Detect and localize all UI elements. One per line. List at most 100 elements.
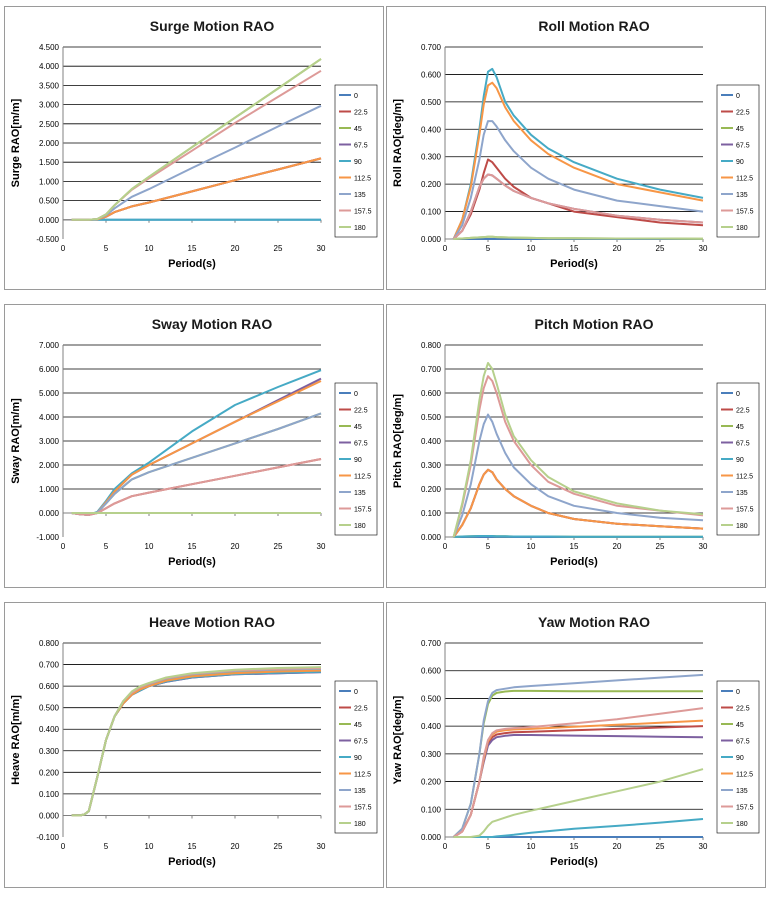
series-line-112.5	[452, 81, 704, 240]
legend-entry: 180	[736, 821, 748, 828]
y-tick-label: -0.100	[36, 833, 59, 842]
legend-entry: 135	[736, 788, 748, 795]
legend-entry: 0	[736, 689, 740, 696]
y-axis-label: Sway RAO[m/m]	[10, 398, 22, 484]
x-tick-label: 10	[145, 842, 154, 851]
series-line-112.5	[71, 380, 322, 516]
legend-entry: 135	[736, 490, 748, 497]
legend-entry: 45	[736, 424, 744, 431]
y-tick-label: 0.800	[421, 341, 442, 350]
x-tick-label: 10	[145, 542, 154, 551]
x-tick-label: 5	[486, 542, 491, 551]
legend-entry: 0	[736, 391, 740, 398]
x-tick-label: 5	[104, 542, 109, 551]
y-tick-label: 1.000	[39, 485, 60, 494]
y-tick-label: 0.700	[39, 661, 60, 670]
y-tick-label: 0.800	[39, 639, 60, 648]
y-tick-label: 0.200	[421, 180, 442, 189]
y-tick-label: 4.000	[39, 62, 60, 71]
y-axis-label: Pitch RAO[deg/m]	[392, 394, 404, 488]
y-tick-label: 0.000	[39, 509, 60, 518]
legend-entry: 0	[354, 391, 358, 398]
heave-chart: Heave Motion RAO -0.100 0.000 0.100 0.200 0.3…	[10, 614, 378, 868]
legend-entry: 67.5	[354, 739, 368, 746]
x-axis-label: Period(s)	[168, 556, 216, 568]
y-tick-label: 0.300	[39, 747, 60, 756]
y-tick-label: 0.500	[421, 694, 442, 703]
legend-entry: 90	[736, 755, 744, 762]
legend-entry: 157.5	[736, 507, 754, 514]
x-tick-label: 30	[699, 542, 708, 551]
x-axis-label: Period(s)	[550, 856, 598, 868]
legend-entry: 157.5	[736, 805, 754, 812]
series-line-157.5	[453, 707, 704, 838]
y-tick-label: 0.000	[39, 216, 60, 225]
legend-entry: 22.5	[354, 408, 368, 415]
x-tick-label: 30	[317, 542, 326, 551]
yaw-chart-panel: Yaw Motion RAO 0.000 0.100 0.200 0.300 0.400 0…	[386, 602, 766, 888]
y-tick-label: 0.200	[421, 778, 442, 787]
legend-entry: 90	[736, 457, 744, 464]
series-line-45	[71, 58, 322, 221]
series-line-135	[71, 667, 322, 817]
y-tick-label: 0.600	[39, 682, 60, 691]
y-tick-label: 0.000	[39, 811, 60, 820]
y-tick-label: 2.500	[39, 120, 60, 129]
roll-chart-panel: Roll Motion RAO 0.000 0.100 0.200 0.300 0.400…	[386, 6, 766, 290]
x-tick-label: 30	[317, 842, 326, 851]
x-tick-label: 20	[613, 542, 622, 551]
x-tick-label: 15	[570, 842, 579, 851]
legend-entry: 112.5	[736, 772, 753, 779]
y-tick-label: 0.500	[39, 704, 60, 713]
pitch-chart: Pitch Motion RAO 0.000 0.100 0.200 0.300 0.40…	[392, 316, 760, 568]
legend-entry: 45	[736, 126, 744, 133]
legend-entry: 90	[354, 457, 362, 464]
series-line-135	[452, 673, 704, 838]
y-tick-label: 0.400	[421, 437, 442, 446]
series-line-157.5	[71, 667, 322, 817]
legend-entry: 22.5	[354, 110, 368, 117]
legend-entry: 22.5	[736, 110, 750, 117]
x-tick-label: 5	[104, 244, 109, 253]
y-tick-label: 0.400	[421, 722, 442, 731]
x-tick-label: 25	[274, 244, 283, 253]
legend-entry: 157.5	[354, 805, 372, 812]
y-tick-label: 5.000	[39, 389, 60, 398]
legend-entry: 67.5	[736, 739, 750, 746]
x-tick-label: 30	[317, 244, 326, 253]
y-tick-label: 0.200	[421, 485, 442, 494]
y-axis-label: Heave RAO[m/m]	[10, 695, 22, 785]
legend-entry: 67.5	[354, 143, 368, 150]
y-axis-label: Surge RAO[m/m]	[10, 98, 22, 187]
surge-chart: Surge Motion RAO -0.500 0.000 0.500 1.000 1.5…	[10, 18, 378, 270]
x-tick-label: 25	[656, 842, 665, 851]
legend-entry: 157.5	[354, 209, 372, 216]
legend-entry: 0	[354, 689, 358, 696]
x-tick-label: 10	[527, 542, 536, 551]
y-tick-label: 3.000	[39, 437, 60, 446]
series-line-180	[452, 362, 704, 538]
y-tick-label: 0.200	[39, 768, 60, 777]
x-tick-label: 25	[656, 542, 665, 551]
legend-entry: 135	[354, 788, 366, 795]
sway-chart: Sway Motion RAO -1.000 0.000 1.000 2.000 3.00…	[10, 316, 378, 568]
x-tick-label: 0	[61, 244, 66, 253]
roll-chart: Roll Motion RAO 0.000 0.100 0.200 0.300 0.400…	[392, 18, 760, 270]
y-tick-label: 0.000	[421, 833, 442, 842]
series-line-135	[71, 104, 322, 221]
legend-entry: 180	[354, 225, 366, 232]
y-tick-label: 0.500	[421, 413, 442, 422]
x-tick-label: 0	[443, 244, 448, 253]
y-tick-label: 0.600	[421, 389, 442, 398]
x-axis-label: Period(s)	[168, 258, 216, 270]
x-tick-label: 25	[656, 244, 665, 253]
legend-entry: 90	[736, 159, 744, 166]
x-tick-label: 15	[570, 244, 579, 253]
series-line-135	[452, 413, 704, 538]
y-tick-label: 0.700	[421, 365, 442, 374]
legend-entry: 45	[354, 722, 362, 729]
y-tick-label: 0.100	[421, 805, 442, 814]
y-tick-label: 0.400	[421, 125, 442, 134]
y-tick-label: 4.500	[39, 43, 60, 52]
x-axis-label: Period(s)	[550, 556, 598, 568]
